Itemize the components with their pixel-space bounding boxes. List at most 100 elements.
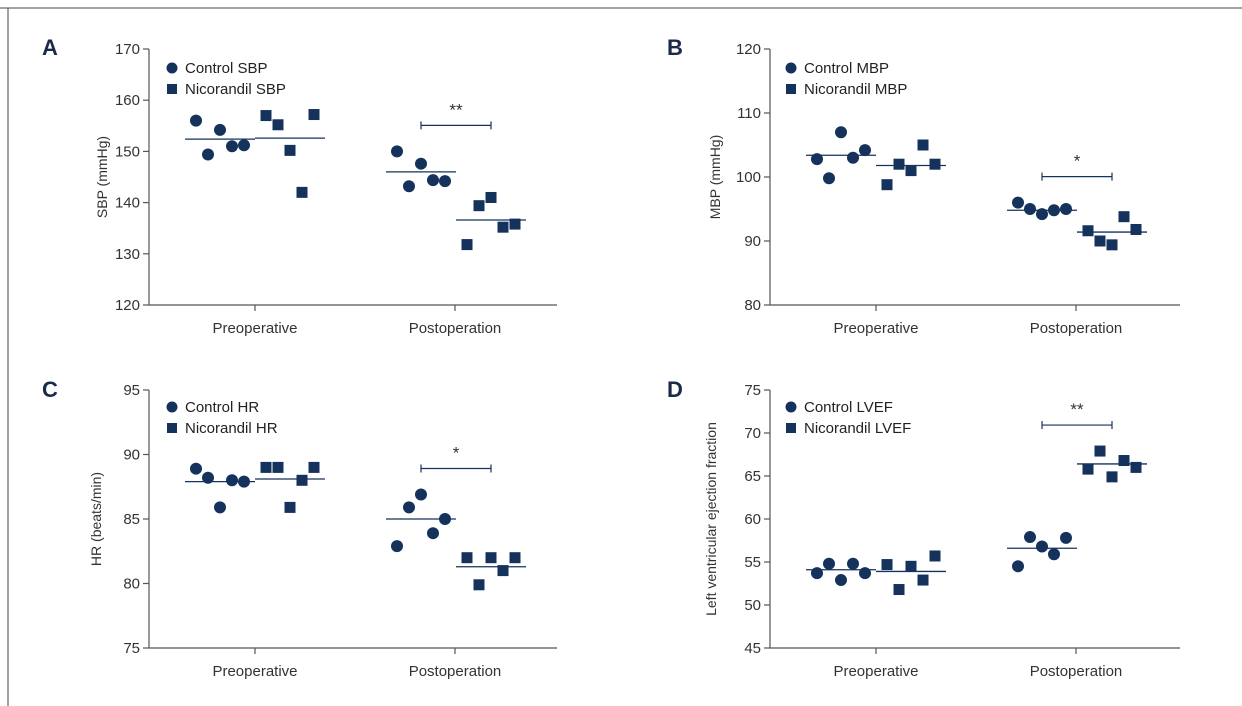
panel-d: D 45 50 55 60 65 70 75 Left ventricular ejection…: [667, 377, 1180, 680]
data-point-square: [929, 158, 941, 170]
data-point-square: [497, 221, 509, 233]
data-point-square: [1130, 223, 1142, 235]
legend-square-marker: [786, 423, 796, 433]
chart-panels: A 120 130 140 150 160 170 SBP (mmHg) Preoperativ…: [42, 35, 1180, 680]
panel-letter: B: [667, 35, 683, 60]
panel-letter: A: [42, 35, 58, 60]
data-point-square: [485, 191, 497, 203]
y-tick-label: 50: [744, 597, 761, 614]
data-point-square: [473, 579, 485, 591]
y-tick-label: 95: [123, 382, 140, 399]
data-point-square: [260, 461, 272, 473]
y-axis-title: MBP (mmHg): [707, 135, 723, 220]
data-point-circle: [415, 157, 427, 170]
data-point-square: [509, 552, 521, 564]
y-tick-label: 70: [744, 425, 761, 442]
y-tick-label: 170: [115, 41, 140, 58]
data-point-circle: [823, 172, 835, 185]
y-tick-label: 90: [123, 447, 140, 464]
y-tick-label: 45: [744, 640, 761, 657]
data-point-circle: [190, 462, 202, 475]
data-point-circle: [214, 501, 226, 514]
data-point-square: [485, 552, 497, 564]
data-point-square: [1094, 235, 1106, 247]
data-point-square: [509, 218, 521, 230]
legend-square-marker: [167, 84, 177, 94]
y-tick-label: 65: [744, 468, 761, 485]
legend: Control SBP Nicorandil SBP: [166, 60, 286, 98]
data-point-square: [881, 179, 893, 191]
data-point-circle: [847, 151, 859, 164]
y-axis-title: Left ventricular ejection fraction: [703, 422, 719, 616]
panel-c: C 75 80 85 90 95 HR (beats/min) Preoperative Pos…: [42, 377, 557, 680]
data-point-circle: [427, 174, 439, 187]
y-tick-label: 55: [744, 554, 761, 571]
y-tick-label: 150: [115, 143, 140, 160]
data-point-square: [905, 560, 917, 572]
data-point-square: [917, 574, 929, 586]
legend-circle-marker: [166, 401, 178, 413]
data-point-circle: [1060, 203, 1072, 215]
x-category-label: Postoperation: [409, 663, 502, 680]
data-point-square: [284, 144, 296, 156]
data-point-square: [497, 565, 509, 577]
x-category-label: Postoperation: [409, 320, 502, 337]
data-point-square: [1106, 471, 1118, 483]
panel-a: A 120 130 140 150 160 170 SBP (mmHg) Preoperativ…: [42, 35, 557, 337]
data-point-circle: [859, 144, 871, 157]
data-point-square: [881, 559, 893, 571]
y-tick-label: 100: [736, 169, 761, 186]
data-point-circle: [439, 175, 451, 188]
data-point-square: [308, 109, 320, 121]
data-point-circle: [226, 474, 238, 487]
x-category-label: Preoperative: [212, 663, 297, 680]
data-point-square: [296, 186, 308, 198]
data-point-square: [284, 501, 296, 513]
data-point-circle: [403, 501, 415, 514]
data-point-circle: [1048, 548, 1060, 561]
y-tick-label: 75: [744, 382, 761, 399]
data-point-circle: [1024, 203, 1036, 215]
legend-label: Control SBP: [185, 60, 268, 77]
significance-label: *: [453, 443, 460, 462]
data-point-square: [308, 461, 320, 473]
legend-circle-marker: [166, 62, 178, 74]
x-category-label: Preoperative: [212, 320, 297, 337]
y-tick-label: 60: [744, 511, 761, 528]
y-tick-label: 110: [737, 105, 761, 122]
data-point-circle: [823, 557, 835, 570]
y-tick-label: 80: [744, 297, 761, 314]
data-point-circle: [391, 145, 403, 158]
data-point-circle: [859, 567, 871, 580]
data-point-square: [1094, 445, 1106, 457]
legend: Control HR Nicorandil HR: [166, 399, 278, 437]
data-point-square: [272, 461, 284, 473]
legend-label: Control HR: [185, 399, 259, 416]
data-point-circle: [391, 540, 403, 553]
y-tick-label: 140: [115, 195, 140, 212]
legend-square-marker: [167, 423, 177, 433]
data-point-circle: [1012, 196, 1024, 209]
legend-circle-marker: [785, 401, 797, 413]
x-category-label: Postoperation: [1030, 663, 1123, 680]
data-point-circle: [1024, 531, 1036, 544]
y-tick-label: 85: [123, 511, 140, 528]
y-axis-title: HR (beats/min): [88, 472, 104, 566]
legend-label: Nicorandil MBP: [804, 81, 907, 98]
data-point-square: [893, 158, 905, 170]
data-point-square: [893, 584, 905, 596]
data-point-circle: [835, 126, 847, 139]
data-point-square: [917, 139, 929, 151]
data-point-circle: [1036, 540, 1048, 553]
panel-letter: D: [667, 377, 683, 402]
y-tick-label: 120: [115, 297, 140, 314]
legend-circle-marker: [785, 62, 797, 74]
data-point-square: [461, 239, 473, 251]
data-point-square: [1118, 211, 1130, 223]
y-axis-title: SBP (mmHg): [94, 136, 110, 218]
data-point-circle: [1012, 560, 1024, 573]
panel-letter: C: [42, 377, 58, 402]
data-point-square: [929, 550, 941, 562]
data-point-circle: [427, 527, 439, 540]
